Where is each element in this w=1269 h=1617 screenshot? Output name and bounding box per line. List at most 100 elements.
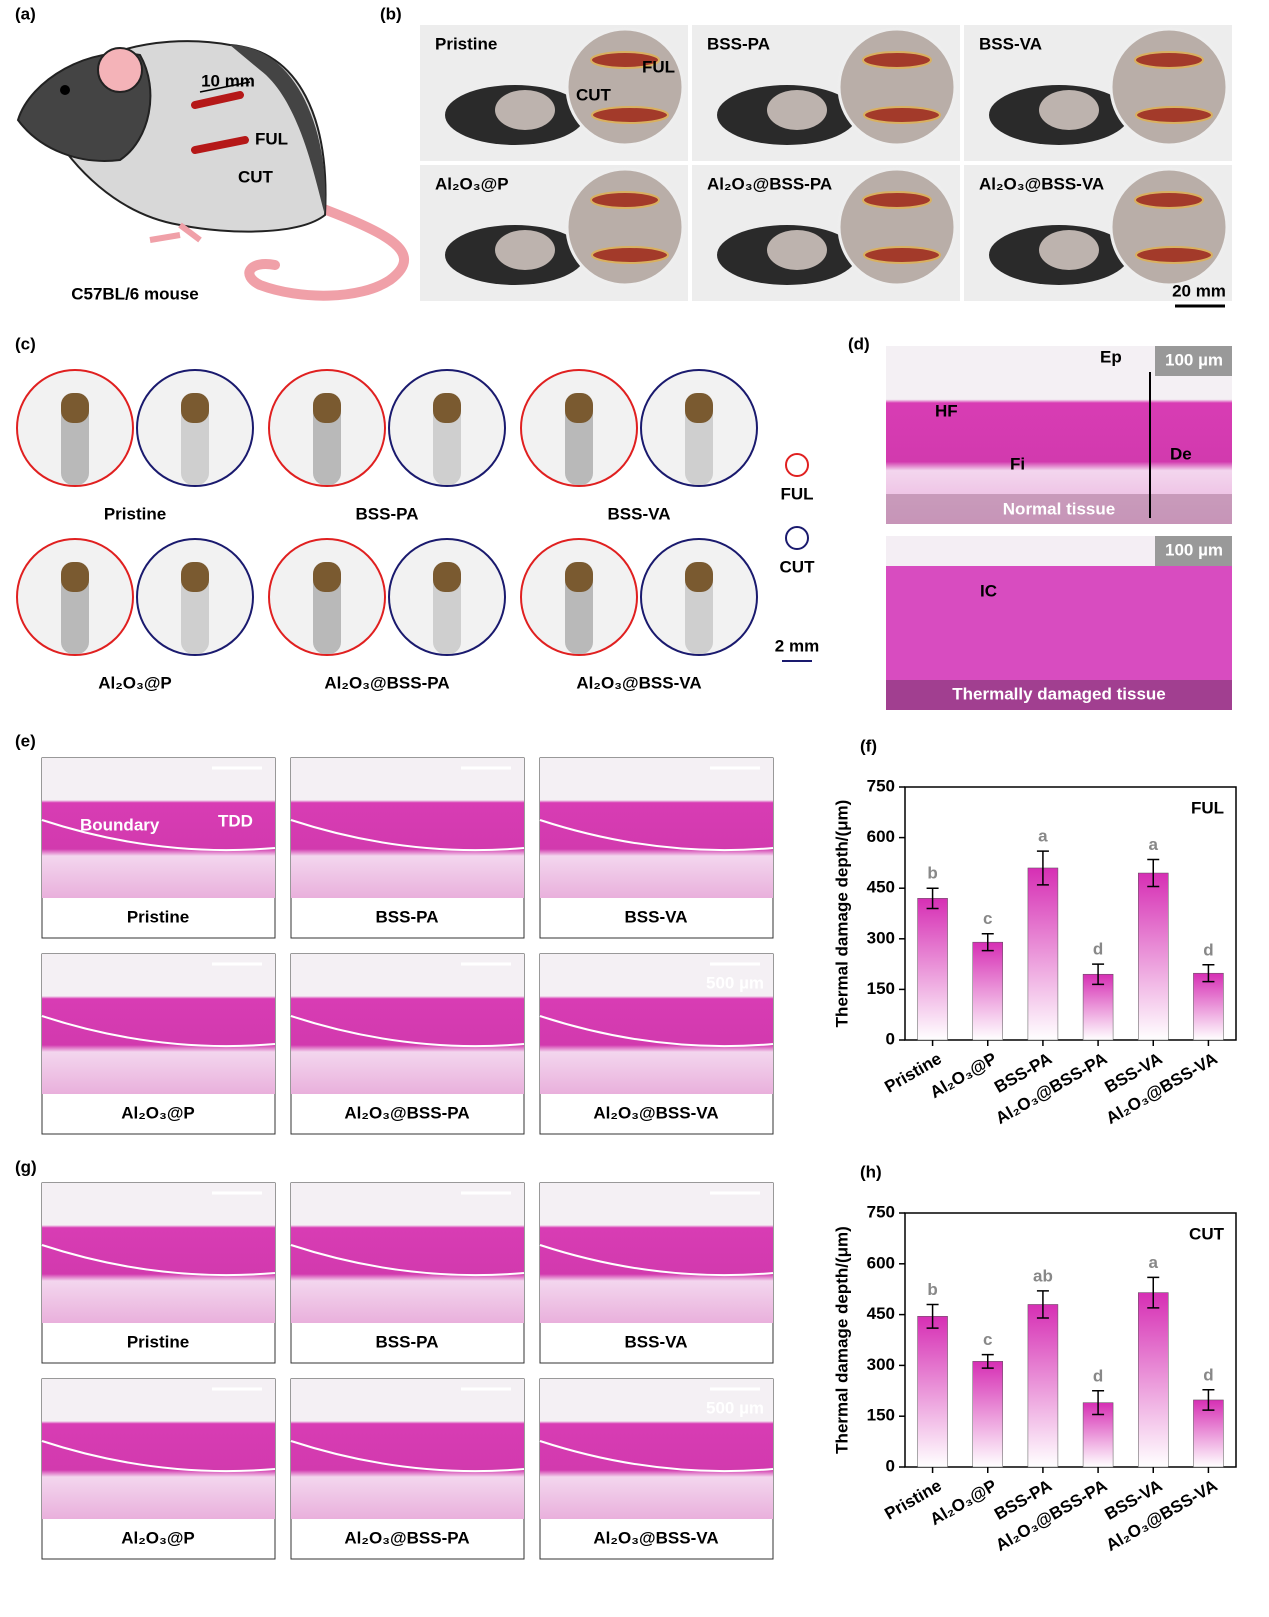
histology-image <box>291 1183 524 1323</box>
error-bar <box>926 887 939 910</box>
y-tick-label: 600 <box>867 827 895 846</box>
wound <box>862 191 932 209</box>
histology-image <box>291 1379 524 1519</box>
legend-marker <box>785 453 809 477</box>
y-tick-label: 150 <box>867 1406 895 1425</box>
error-bar <box>1092 1390 1105 1416</box>
group-label: Al₂O₃@BSS-VA <box>593 1103 718 1122</box>
significance-letter: d <box>1093 1366 1103 1385</box>
wound <box>591 106 669 124</box>
group-label: Al₂O₃@BSS-VA <box>576 673 701 692</box>
significance-letter: d <box>1093 940 1103 959</box>
group-label: Al₂O₃@BSS-PA <box>344 1528 469 1547</box>
y-tick-label: 450 <box>867 1304 895 1323</box>
bar <box>917 1316 948 1468</box>
residue <box>181 562 209 592</box>
annotation: Boundary <box>80 815 160 834</box>
boundary-line <box>41 1244 276 1277</box>
panel-label: (f) <box>860 736 877 755</box>
group-label: Al₂O₃@P <box>98 673 172 692</box>
group-label: Al₂O₃@BSS-PA <box>707 174 832 193</box>
histology-image <box>540 1379 773 1519</box>
y-axis-label: Thermal damage depth/(μm) <box>832 800 851 1028</box>
boundary-line <box>41 1015 276 1048</box>
group-label: Pristine <box>127 907 189 926</box>
wound <box>590 51 660 69</box>
group-label: Al₂O₃@BSS-VA <box>593 1528 718 1547</box>
wound <box>1135 246 1213 264</box>
significance-letter: b <box>927 864 937 883</box>
plot-frame <box>904 1212 1237 1468</box>
label: FUL <box>255 129 288 148</box>
panel-label: (c) <box>15 334 36 353</box>
annotation: Fi <box>1010 454 1025 473</box>
bar <box>1027 867 1059 1041</box>
histology-image <box>42 758 275 898</box>
zoom-circle <box>1109 27 1229 147</box>
wound-label: FUL <box>642 57 675 76</box>
group-label: BSS-PA <box>356 504 419 523</box>
label: 100 µm <box>1165 540 1223 559</box>
y-tick-label: 750 <box>867 776 895 795</box>
error-bar <box>981 932 994 952</box>
label: Normal tissue <box>1003 499 1115 518</box>
wound <box>591 246 669 264</box>
boundary-line <box>290 819 525 852</box>
y-tick-label: 300 <box>867 928 895 947</box>
boundary-line <box>539 1244 774 1277</box>
error-bar <box>1147 858 1160 888</box>
annotation: TDD <box>218 811 253 830</box>
scale-bar-label: 500 µm <box>706 973 764 992</box>
panel-label: (b) <box>380 4 402 23</box>
residue <box>433 562 461 592</box>
zoom-circle <box>837 167 957 287</box>
wound <box>1134 51 1204 69</box>
bar <box>1138 1292 1169 1468</box>
wound <box>863 106 941 124</box>
wound <box>1135 106 1213 124</box>
residue <box>61 393 89 423</box>
bar <box>917 898 948 1041</box>
bar <box>1082 973 1114 1041</box>
error-bar <box>1202 964 1215 983</box>
group-label: Al₂O₃@P <box>435 174 509 193</box>
y-tick-label: 0 <box>886 1029 895 1048</box>
residue <box>565 393 593 423</box>
error-bar <box>1202 1389 1215 1411</box>
panel-label: (e) <box>15 731 36 750</box>
group-label: Al₂O₃@P <box>121 1103 195 1122</box>
scale-bar-label: 500 µm <box>706 1398 764 1417</box>
wound <box>863 246 941 264</box>
boundary-line <box>41 1440 276 1473</box>
wound <box>590 191 660 209</box>
group-label: BSS-PA <box>376 907 439 926</box>
error-bar <box>981 1353 994 1369</box>
histology-image <box>540 1183 773 1323</box>
residue <box>565 562 593 592</box>
boundary-line <box>290 1440 525 1473</box>
residue <box>685 562 713 592</box>
group-label: BSS-PA <box>376 1332 439 1351</box>
zoom-circle <box>837 27 957 147</box>
histology-images <box>886 346 1232 710</box>
group-label: Al₂O₃@BSS-PA <box>344 1103 469 1122</box>
significance-letter: c <box>983 1330 992 1349</box>
error-bar <box>1036 850 1049 886</box>
scale-bar-label: 2 mm <box>775 636 819 655</box>
error-bar <box>1092 963 1105 986</box>
group-label: BSS-VA <box>625 1332 688 1351</box>
shaved-skin <box>1039 90 1099 130</box>
significance-letter: a <box>1149 1253 1159 1272</box>
residue <box>685 393 713 423</box>
wound-label: CUT <box>576 85 612 104</box>
panel-label: (a) <box>15 4 36 23</box>
error-bar <box>1147 1276 1160 1309</box>
histology-image <box>42 954 275 1094</box>
legend-label: FUL <box>780 484 813 503</box>
y-tick-label: 450 <box>867 878 895 897</box>
group-label: BSS-PA <box>707 34 770 53</box>
shaved-skin <box>495 90 555 130</box>
group-label: Pristine <box>127 1332 189 1351</box>
significance-letter: a <box>1149 835 1159 854</box>
